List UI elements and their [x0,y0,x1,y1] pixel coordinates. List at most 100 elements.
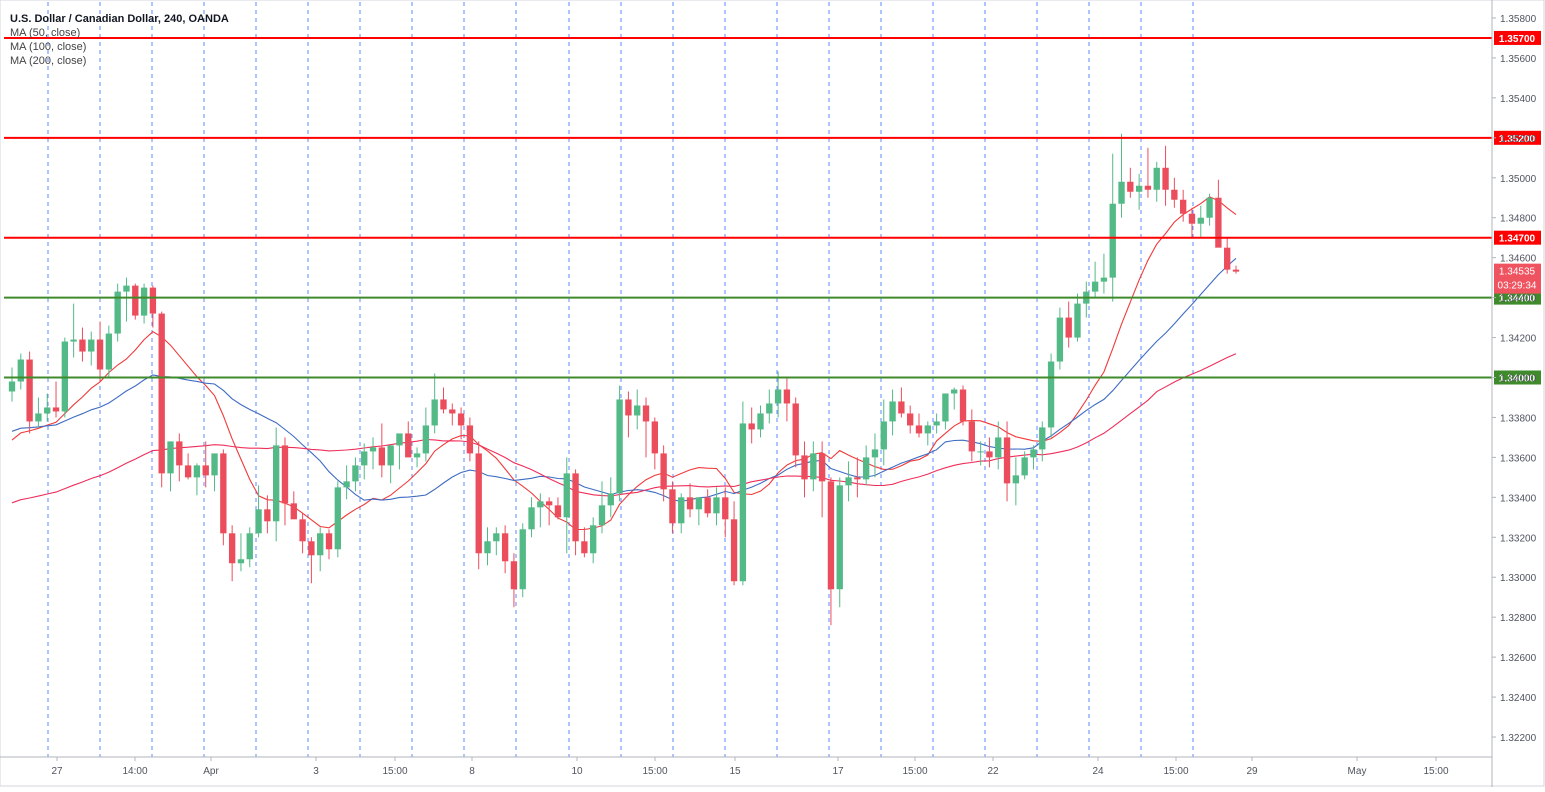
candle-body [413,453,421,458]
candle-61 [545,497,553,526]
candle-73 [651,417,658,470]
candle-body [140,287,148,316]
candle-body [933,421,940,426]
candle-124 [1100,253,1108,294]
level-tag-label-2: 1.34700 [1499,234,1536,245]
x-tick-label-4: 15:00 [382,766,407,777]
candle-body [1047,361,1055,428]
candle-37 [334,481,341,558]
candle-25 [228,525,236,582]
candle-body [862,457,870,480]
candle-16 [149,285,157,328]
candle-95 [845,461,852,502]
y-tick-label-1: 1.35600 [1500,54,1537,65]
candle-13 [123,277,130,322]
candle-123 [1091,261,1099,298]
candle-131 [1162,145,1169,206]
y-tick-label-14: 1.33000 [1500,573,1537,584]
candle-body [132,285,139,316]
candle-98 [871,433,879,478]
ma50-line [11,196,1237,531]
level-tag-2 [1494,230,1541,245]
candle-body [1232,269,1240,272]
candle-body [598,505,606,526]
candle-body [334,487,341,550]
candle-75 [669,481,676,534]
candle-body [466,425,474,454]
y-tick-label-16: 1.32600 [1500,653,1537,664]
x-tick-label-8: 15 [729,766,741,777]
candle-118 [1047,353,1055,438]
candle-body [1171,189,1178,200]
level-tag-0 [1494,30,1541,45]
candle-130 [1153,161,1160,202]
candle-128 [1135,173,1143,210]
candle-body [211,453,218,476]
candle-94 [836,477,843,608]
candle-88 [783,377,791,422]
candle-body [325,533,333,550]
x-tick-label-1: 14:00 [122,766,147,777]
candle-body [774,389,782,404]
candle-136 [1206,193,1213,226]
ma100-legend[interactable]: MA (100, close) [10,41,87,53]
candle-79 [704,489,711,518]
candle-body [590,525,597,554]
level-tag-3 [1494,290,1541,305]
candle-body [792,403,799,456]
candle-body [149,287,157,314]
candle-114 [1012,457,1020,506]
y-tick-label-17: 1.32400 [1500,693,1537,704]
candle-body [26,359,33,422]
y-tick-label-2: 1.35400 [1500,94,1537,105]
candle-body [440,399,447,410]
ma50-legend[interactable]: MA (50, close) [10,27,81,39]
candle-body [634,405,641,416]
candle-body [695,497,703,510]
candle-body [290,503,297,520]
candle-body [1118,181,1125,204]
ma200-legend[interactable]: MA (200, close) [10,55,87,67]
candle-122 [1083,281,1090,318]
bar-countdown-label: 03:29:34 [1498,281,1537,292]
candle-21 [193,463,201,496]
candle-54 [484,527,491,566]
candle-body [1100,277,1108,282]
candle-96 [854,457,861,498]
candle-121 [1074,293,1081,342]
candle-body [810,453,817,480]
candle-139 [1232,265,1240,274]
candle-3 [35,397,42,428]
candle-7 [70,303,77,358]
candle-39 [352,457,359,492]
candle-20 [184,453,192,480]
candle-body [167,441,174,474]
candle-body [449,409,456,414]
candle-59 [528,497,535,538]
candle-body [17,359,24,382]
candle-body [907,413,914,426]
y-tick-label-10: 1.33800 [1500,413,1537,424]
candle-body [915,425,923,434]
candle-body [528,507,535,530]
candle-body [70,339,77,342]
candle-10 [96,321,104,382]
x-tick-label-9: 17 [832,766,844,777]
y-tick-label-11: 1.33600 [1500,453,1537,464]
level-tag-label-3: 1.34400 [1499,294,1536,305]
candle-body [281,445,289,504]
candle-body [1039,427,1046,450]
x-tick-label-5: 8 [469,766,475,777]
candle-100 [889,389,896,436]
x-tick-label-0: 27 [51,766,63,777]
candle-83 [739,401,747,586]
candle-81 [722,487,729,538]
candle-26 [237,533,245,572]
candle-62 [554,497,562,520]
candle-body [299,519,306,542]
candle-56 [501,525,509,574]
candle-body [79,339,86,352]
candle-body [255,509,262,534]
